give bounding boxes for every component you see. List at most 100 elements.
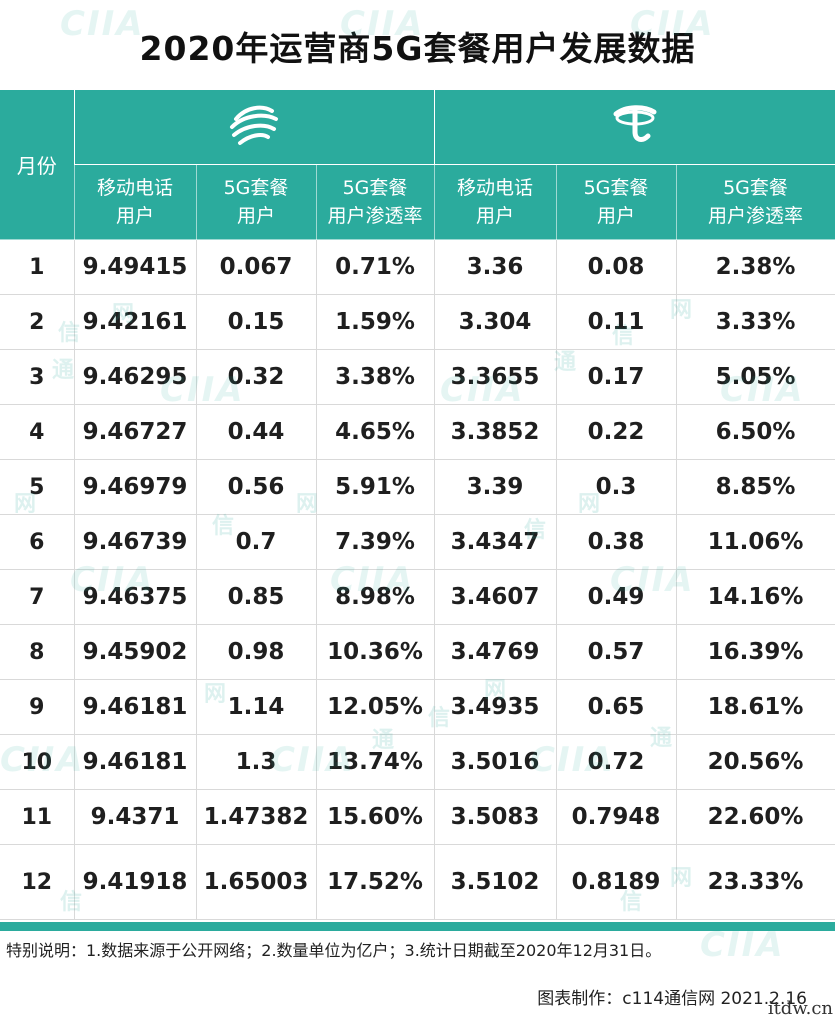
table-cell: 0.85 [196,569,317,625]
table-cell: 3.3852 [434,404,557,460]
table-cell: 0.15 [196,294,317,350]
table-cell: 3.4935 [434,679,557,735]
table-cell: 14.16% [676,569,835,625]
table-cell: 0.72 [556,734,677,790]
china-mobile-logo-icon [230,105,278,145]
table-cell: 16.39% [676,624,835,680]
table-cell: 0.65 [556,679,677,735]
table-cell: 0.49 [556,569,677,625]
table-cell: 0.3 [556,459,677,515]
table-cell: 1.47382 [196,789,317,845]
table-cell: 5.91% [316,459,435,515]
data-table: 月份 [0,90,835,920]
table-bottom-bar [0,922,835,931]
table-cell: 0.8189 [556,844,677,920]
table-cell: 9.41918 [74,844,197,920]
table-row: 5 9.46979 0.56 5.91% 3.39 0.3 8.85% [0,459,835,515]
table-row: 4 9.46727 0.44 4.65% 3.3852 0.22 6.50% [0,404,835,460]
table-cell: 3.5016 [434,734,557,790]
table-cell: 9.46739 [74,514,197,570]
table-row: 7 9.46375 0.85 8.98% 3.4607 0.49 14.16% [0,569,835,625]
table-cell: 9.46979 [74,459,197,515]
china-telecom-header [434,90,835,165]
table-row: 10 9.46181 1.3 13.74% 3.5016 0.72 20.56% [0,734,835,790]
corner-watermark: itdw.cn [767,998,833,1019]
table-cell: 9.42161 [74,294,197,350]
table-cell: 5.05% [676,349,835,405]
col-mobile-phone-users-header: 移动电话 用户 [74,164,197,240]
table-cell: 3.4769 [434,624,557,680]
table-cell: 13.74% [316,734,435,790]
table-cell: 1.65003 [196,844,317,920]
table-cell: 12.05% [316,679,435,735]
month-cell: 11 [0,789,75,845]
table-cell: 23.33% [676,844,835,920]
table-row: 8 9.45902 0.98 10.36% 3.4769 0.57 16.39% [0,624,835,680]
table-cell: 1.59% [316,294,435,350]
table-row: 9 9.46181 1.14 12.05% 3.4935 0.65 18.61% [0,679,835,735]
month-cell: 1 [0,239,75,295]
table-cell: 3.33% [676,294,835,350]
chart-credit: 图表制作：c114通信网 2021.2.16 [537,989,807,1009]
table-cell: 10.36% [316,624,435,680]
table-cell: 3.4607 [434,569,557,625]
table-cell: 3.4347 [434,514,557,570]
table-cell: 20.56% [676,734,835,790]
table-cell: 7.39% [316,514,435,570]
table-cell: 0.38 [556,514,677,570]
table-cell: 0.44 [196,404,317,460]
table-cell: 0.7948 [556,789,677,845]
table-cell: 0.22 [556,404,677,460]
table-cell: 9.46295 [74,349,197,405]
month-cell: 3 [0,349,75,405]
table-cell: 8.98% [316,569,435,625]
table-cell: 8.85% [676,459,835,515]
month-cell: 2 [0,294,75,350]
table-cell: 3.36 [434,239,557,295]
table-cell: 15.60% [316,789,435,845]
table-cell: 11.06% [676,514,835,570]
table-cell: 0.57 [556,624,677,680]
col-telecom-5g-users-header: 5G套餐 用户 [556,164,677,240]
month-cell: 7 [0,569,75,625]
table-cell: 18.61% [676,679,835,735]
footnote: 特别说明：1.数据来源于公开网络；2.数量单位为亿户；3.统计日期截至2020年… [6,941,662,960]
month-column-header: 月份 [0,90,75,240]
table-cell: 0.56 [196,459,317,515]
table-cell: 0.32 [196,349,317,405]
china-telecom-logo-icon [613,105,656,142]
col-mobile-5g-penetration-header: 5G套餐 用户渗透率 [316,164,435,240]
table-cell: 9.46727 [74,404,197,460]
table-cell: 9.46181 [74,734,197,790]
table-cell: 0.17 [556,349,677,405]
table-cell: 0.11 [556,294,677,350]
watermark-logo: CIIA [700,925,785,965]
col-mobile-5g-users-header: 5G套餐 用户 [196,164,317,240]
col-telecom-5g-penetration-header: 5G套餐 用户渗透率 [676,164,835,240]
month-cell: 4 [0,404,75,460]
table-cell: 3.39 [434,459,557,515]
month-cell: 5 [0,459,75,515]
table-cell: 0.7 [196,514,317,570]
month-cell: 10 [0,734,75,790]
table-cell: 1.14 [196,679,317,735]
table-row: 12 9.41918 1.65003 17.52% 3.5102 0.8189 … [0,844,835,920]
table-cell: 3.304 [434,294,557,350]
table-cell: 9.4371 [74,789,197,845]
table-cell: 0.98 [196,624,317,680]
table-cell: 22.60% [676,789,835,845]
table-cell: 9.46181 [74,679,197,735]
table-cell: 6.50% [676,404,835,460]
table-cell: 3.5083 [434,789,557,845]
table-cell: 3.3655 [434,349,557,405]
table-row: 11 9.4371 1.47382 15.60% 3.5083 0.7948 2… [0,789,835,845]
table-cell: 4.65% [316,404,435,460]
table-row: 1 9.49415 0.067 0.71% 3.36 0.08 2.38% [0,239,835,295]
table-row: 2 9.42161 0.15 1.59% 3.304 0.11 3.33% [0,294,835,350]
table-cell: 0.71% [316,239,435,295]
table-cell: 9.45902 [74,624,197,680]
table-cell: 17.52% [316,844,435,920]
table-cell: 2.38% [676,239,835,295]
table-cell: 0.067 [196,239,317,295]
month-cell: 12 [0,844,75,920]
